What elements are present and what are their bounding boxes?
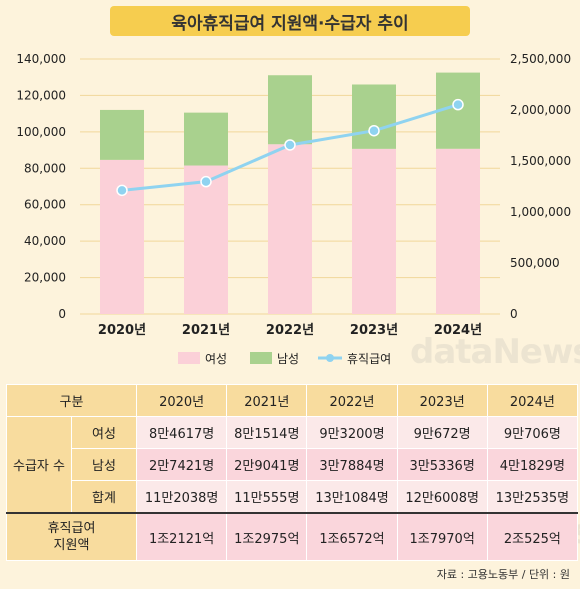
table-cell: 12만6008명: [396, 480, 488, 514]
y-right-tick-label: 1,500,000: [510, 154, 571, 168]
watermark: dataNews: [410, 332, 580, 372]
table-cell: 8만4617명: [135, 416, 228, 449]
y-left-tick-label: 100,000: [16, 125, 66, 139]
table-header-year: 2021년: [226, 384, 308, 417]
bar-female: [268, 144, 312, 314]
y-left-tick-label: 0: [58, 307, 66, 321]
y-right-tick-label: 1,000,000: [510, 205, 571, 219]
row-label-female: 여성: [71, 416, 137, 449]
table-cell: 3만5336명: [396, 448, 488, 481]
source-note: 자료 : 고용노동부 / 단위 : 원: [436, 568, 570, 581]
legend-marker-amount: [326, 354, 334, 362]
chart: 0 20,000 40,000 60,000 80,000 100,000 120,000 1…: [16, 52, 571, 366]
x-tick-label: 2021년: [182, 323, 230, 338]
table-cell: 1조7970억: [396, 512, 488, 561]
x-tick-label: 2024년: [434, 323, 482, 338]
legend-label-amount: 휴직급여: [347, 352, 391, 366]
line-point: [368, 124, 380, 137]
bar-male: [352, 84, 396, 149]
table-cell: 2조525억: [486, 512, 579, 561]
bar-male: [100, 109, 144, 160]
table-cell: 9만672명: [396, 416, 488, 449]
row-label-amount-line1: 휴직급여: [47, 521, 96, 536]
bar-female: [184, 165, 228, 314]
table-cell: 8만1514명: [226, 416, 308, 449]
table-header-year: 2022년: [306, 384, 398, 417]
bar-male: [268, 75, 312, 145]
x-tick-label: 2023년: [350, 323, 398, 338]
y-right-tick-label: 2,000,000: [510, 103, 571, 117]
table-cell: 13만2535명: [486, 480, 579, 514]
legend-swatch-male: [250, 352, 272, 364]
legend-label-female: 여성: [205, 352, 227, 366]
y-left-tick-label: 60,000: [24, 198, 66, 212]
table-cell: 4만1829명: [486, 448, 579, 481]
row-label-amount-line2: 지원액: [53, 538, 90, 553]
legend-swatch-female: [178, 352, 200, 364]
table-cell: 9만3200명: [306, 416, 398, 449]
group-label-recipients: 수급자 수: [6, 416, 72, 514]
table-header-year: 2024년: [486, 384, 579, 417]
y-left-tick-label: 140,000: [16, 52, 66, 66]
y-left-tick-label: 80,000: [24, 161, 66, 175]
table-cell: 13만1084명: [306, 480, 398, 514]
table-header-year: 2020년: [135, 384, 228, 417]
row-label-male: 남성: [71, 448, 137, 481]
chart-title: 육아휴직급여 지원액·수급자 추이: [110, 6, 470, 36]
y-right-tick-label: 0: [510, 307, 518, 321]
row-label-amount: 휴직급여 지원액: [6, 512, 137, 561]
table-header-category: 구분: [6, 384, 137, 417]
table-cell: 11만555명: [226, 480, 308, 514]
table-cell: 9만706명: [486, 416, 579, 449]
table-cell: 2만7421명: [135, 448, 228, 481]
y-left-tick-label: 20,000: [24, 271, 66, 285]
table-cell: 1조6572억: [306, 512, 398, 561]
table-header-year: 2023년: [396, 384, 488, 417]
line-point: [452, 98, 464, 111]
bar-female: [100, 159, 144, 314]
y-left-tick-label: 40,000: [24, 234, 66, 248]
bar-female: [352, 148, 396, 314]
x-tick-label: 2020년: [98, 323, 146, 338]
y-left-tick-label: 120,000: [16, 88, 66, 102]
y-right-tick-label: 500,000: [510, 256, 560, 270]
table-cell: 3만7884명: [306, 448, 398, 481]
table-cell: 1조2121억: [135, 512, 228, 561]
table-cell: 1조2975억: [226, 512, 308, 561]
table-cell: 2만9041명: [226, 448, 308, 481]
line-point: [116, 184, 128, 197]
line-point: [284, 139, 296, 151]
line-point: [200, 175, 212, 188]
bar-female: [436, 148, 480, 314]
legend-label-male: 남성: [277, 352, 299, 366]
table-cell: 11만2038명: [135, 480, 228, 514]
row-label-total: 합계: [71, 480, 137, 514]
x-tick-label: 2022년: [266, 323, 314, 338]
y-right-tick-label: 2,500,000: [510, 52, 571, 66]
bar-male: [184, 112, 228, 166]
data-table: 구분 2020년 2021년 2022년 2023년 2024년 수급자 수 여…: [6, 384, 579, 561]
